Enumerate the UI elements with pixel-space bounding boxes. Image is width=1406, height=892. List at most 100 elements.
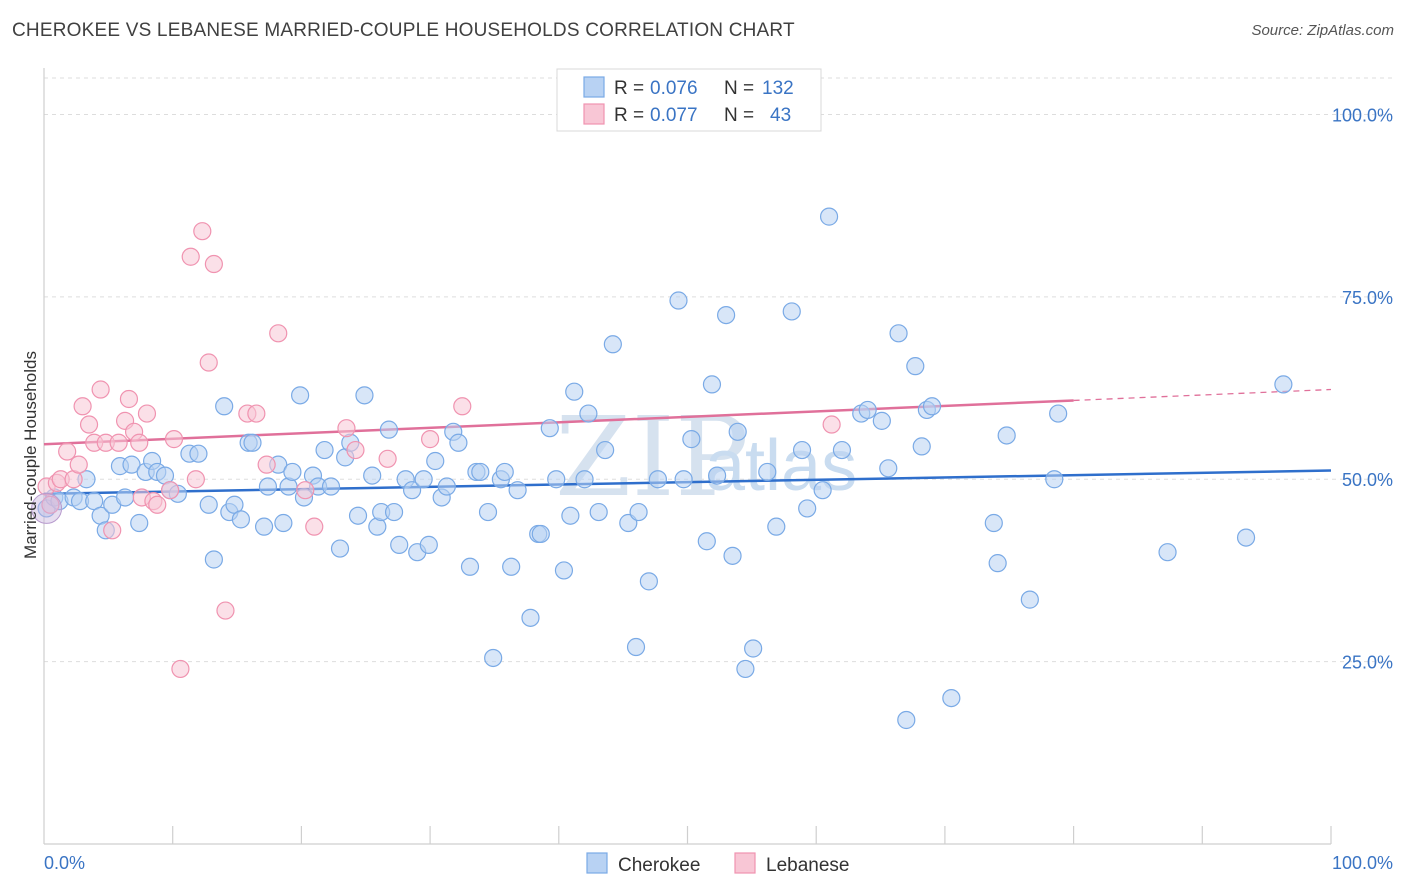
legend-n-label-1: N =: [724, 78, 754, 99]
data-point: [199, 353, 218, 372]
data-point: [561, 506, 580, 525]
data-point: [296, 481, 315, 500]
legend-r-label-1: R =: [614, 78, 644, 99]
legend-swatch-lebanese: [583, 103, 605, 125]
data-point: [103, 521, 122, 540]
data-point: [984, 513, 1003, 533]
data-point: [426, 451, 445, 471]
data-point: [792, 440, 812, 460]
data-point: [822, 415, 841, 434]
y-tick-label: 50.0%: [1342, 470, 1393, 490]
data-point: [669, 291, 688, 310]
x-tick-label: 0.0%: [44, 853, 85, 873]
data-point: [321, 477, 341, 496]
watermark-atlas: atlas: [705, 426, 857, 506]
data-point: [402, 481, 422, 500]
data-point: [193, 222, 212, 241]
data-point: [460, 557, 480, 576]
data-point: [942, 688, 961, 708]
data-point: [872, 411, 891, 430]
data-point: [204, 254, 223, 274]
trend-line: [43, 399, 1074, 446]
data-point: [130, 433, 149, 452]
data-point: [315, 440, 334, 460]
data-point: [204, 550, 223, 569]
data-point: [540, 419, 559, 438]
legend-n-value-1: 132: [762, 78, 794, 99]
data-point: [603, 335, 622, 354]
data-point: [813, 481, 832, 500]
data-point: [547, 470, 566, 489]
data-point: [291, 386, 310, 405]
data-point: [495, 462, 514, 482]
data-point: [531, 524, 550, 544]
data-point: [283, 462, 302, 482]
data-point: [109, 433, 128, 452]
data-point: [922, 397, 942, 416]
data-point: [247, 404, 266, 423]
data-point: [91, 380, 110, 399]
data-point: [414, 470, 433, 489]
y-axis-label: Married-couple Households: [21, 351, 40, 559]
data-point: [478, 502, 498, 522]
data-point: [378, 449, 397, 468]
data-point: [215, 397, 234, 416]
data-point: [419, 535, 438, 554]
data-point: [453, 397, 472, 416]
data-point: [758, 462, 777, 482]
data-point: [69, 455, 88, 474]
data-point: [41, 495, 60, 514]
y-tick-label: 100.0%: [1332, 105, 1393, 125]
legend-label-cherokee: Cherokee: [618, 855, 700, 876]
data-point: [384, 502, 404, 522]
data-point: [186, 470, 205, 489]
data-point: [390, 535, 409, 554]
data-point: [330, 539, 350, 558]
data-point: [164, 430, 184, 449]
legend-r-value-1: 0.076: [650, 78, 698, 99]
data-point: [254, 517, 274, 536]
legend-swatch-cherokee: [583, 76, 605, 98]
data-point: [723, 546, 742, 565]
data-point: [1236, 528, 1256, 547]
data-points: [31, 207, 1293, 730]
data-point: [897, 710, 916, 730]
data-point: [231, 510, 251, 529]
data-point: [1274, 375, 1293, 394]
data-point: [171, 659, 190, 679]
data-point: [348, 506, 368, 525]
data-point: [181, 247, 200, 266]
data-point: [257, 455, 276, 474]
data-point: [879, 459, 898, 478]
y-tick-label: 75.0%: [1342, 288, 1393, 308]
data-point: [798, 499, 817, 518]
data-point: [629, 502, 648, 522]
legend-swatch-lebanese-bottom: [734, 852, 756, 874]
data-point: [767, 517, 786, 536]
data-point: [337, 419, 356, 438]
data-point: [728, 422, 747, 441]
data-point: [648, 470, 667, 489]
correlation-legend: R = 0.076 N = 132 R = 0.077 N = 43: [556, 68, 822, 132]
data-point: [782, 302, 801, 321]
data-point: [708, 466, 727, 485]
data-point: [639, 572, 658, 591]
data-point: [122, 455, 141, 474]
data-point: [363, 466, 382, 485]
data-point: [305, 517, 324, 536]
data-point: [346, 440, 365, 460]
y-tick-label: 25.0%: [1342, 653, 1393, 673]
data-point: [115, 488, 135, 507]
data-point: [736, 659, 755, 679]
data-point: [702, 375, 722, 394]
data-point: [161, 481, 180, 500]
data-point: [997, 426, 1016, 445]
data-point: [1158, 543, 1177, 562]
data-point: [137, 404, 157, 423]
data-point: [58, 442, 77, 461]
data-point: [471, 462, 490, 482]
data-point: [484, 648, 503, 668]
data-point: [189, 444, 208, 463]
data-point: [889, 324, 908, 343]
data-point: [1049, 404, 1068, 423]
